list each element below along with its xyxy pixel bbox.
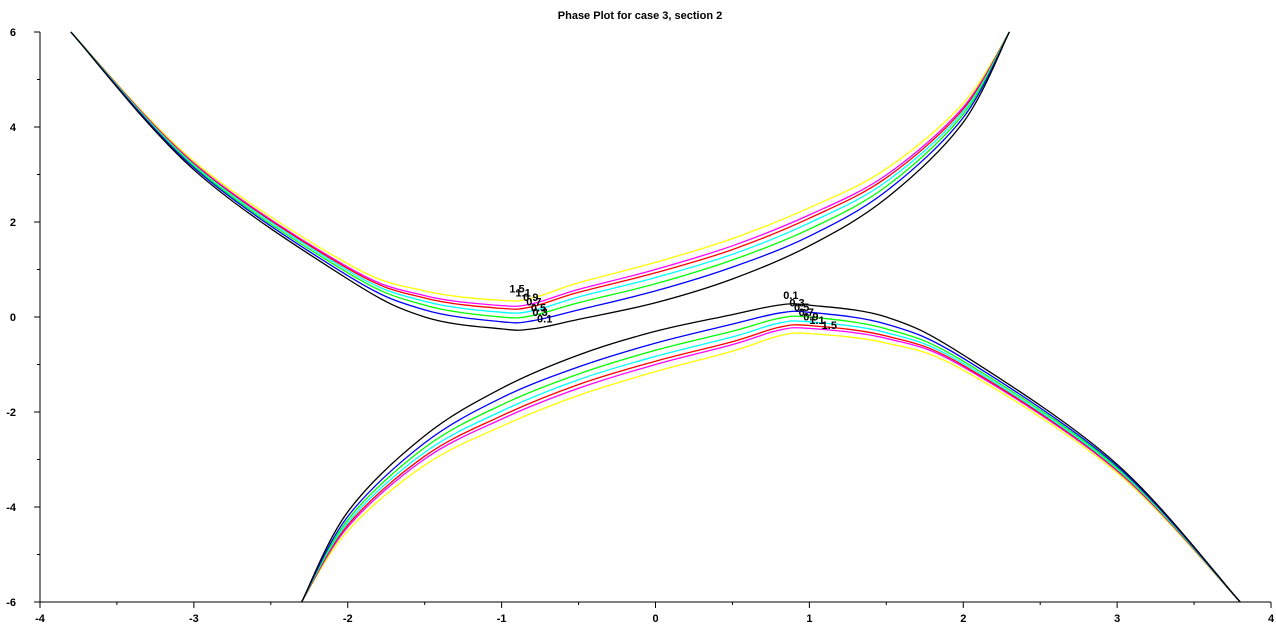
chart-title: Phase Plot for case 3, section 2 [558, 10, 722, 22]
curve-layer [70, 31, 1241, 603]
curve-label-upper: 0.7 [526, 297, 541, 309]
curve-label-upper: 0.5 [531, 302, 546, 314]
series-0.9-upper-line [70, 31, 1010, 310]
series-0.7-lower-line [301, 320, 1241, 603]
series-0.1-upper-line [70, 31, 1010, 331]
series-0.3-lower-line [301, 310, 1241, 603]
x-tick-label: 0 [652, 613, 658, 625]
y-tick-label: 4 [10, 122, 17, 134]
curve-label-upper: 0.1 [537, 314, 552, 326]
curve-label-lower: 0.7 [799, 307, 814, 319]
x-tick-label: 4 [1268, 613, 1275, 625]
curve-label-lower: 0.9 [803, 311, 818, 323]
curve-label-lower: 0.3 [789, 298, 804, 310]
series-0.5-lower-line [301, 315, 1241, 603]
y-tick-label: 2 [10, 217, 16, 229]
x-tick-label: 1 [806, 613, 812, 625]
x-tick-label: -3 [189, 613, 199, 625]
x-tick-label: -1 [497, 613, 507, 625]
axes: -4 -3 -2 -1 0 1 2 3 4 -6 -4 -2 0 2 4 6 [6, 27, 1275, 625]
curve-label-lower: 0.5 [794, 302, 809, 314]
series-1.5-lower-line [301, 332, 1241, 603]
y-tick-label: 0 [10, 312, 16, 324]
x-tick-label: -4 [35, 613, 46, 625]
series-0.9-lower-line [301, 324, 1241, 603]
series-0.5-upper-line [70, 31, 1010, 319]
y-tick-label: 6 [10, 27, 16, 39]
series-1.1-lower-line [301, 327, 1241, 603]
curve-label-lower: 1.1 [809, 315, 824, 327]
y-tick-label: -4 [6, 502, 17, 514]
series-1.5-upper-line [70, 31, 1010, 302]
y-tick-label: -6 [6, 597, 16, 609]
series-0.3-upper-line [70, 31, 1010, 324]
curve-label-upper: 1.1 [515, 288, 530, 300]
x-tick-label: 3 [1114, 613, 1120, 625]
y-tick-label: -2 [6, 407, 16, 419]
curve-label-upper: 0.9 [523, 292, 538, 304]
curve-label-upper: 1.5 [509, 283, 524, 295]
series-1.1-upper-line [70, 31, 1010, 307]
x-tick-label: 2 [960, 613, 966, 625]
x-tick-label: -2 [343, 613, 353, 625]
curve-label-lower: 0.1 [783, 290, 798, 302]
curve-label-upper: 0.3 [532, 307, 547, 319]
curve-label-lower: 1.5 [822, 320, 837, 332]
series-0.7-upper-line [70, 31, 1010, 314]
series-0.1-lower-line [301, 303, 1241, 603]
curve-label-layer: 1.51.10.90.70.50.30.10.10.30.50.70.91.11… [509, 283, 837, 332]
